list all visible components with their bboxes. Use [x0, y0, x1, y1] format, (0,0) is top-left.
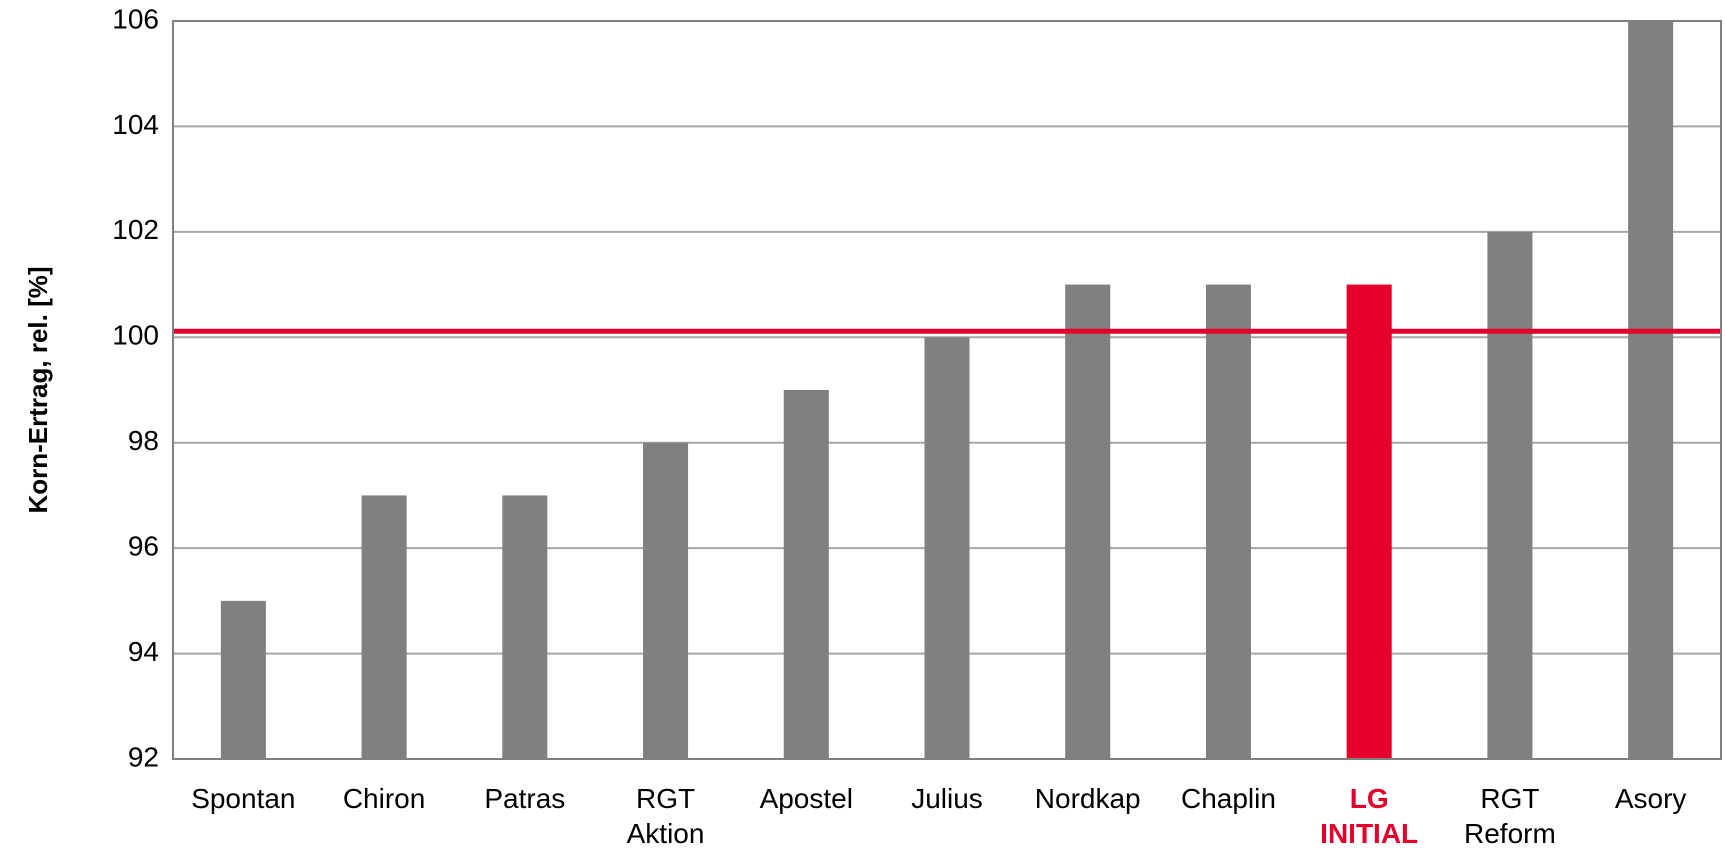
bar [643, 442, 689, 759]
bar [361, 495, 407, 759]
bar [783, 390, 829, 759]
y-tick-label: 96 [128, 531, 159, 562]
y-tick-label: 100 [112, 320, 159, 351]
x-tick-label: Chiron [342, 783, 426, 814]
x-tick-label: Asory [1614, 783, 1687, 814]
x-tick-label: RGT Aktion [626, 783, 705, 849]
bar [1205, 284, 1251, 759]
y-axis-label: Korn-Ertrag, rel. [%] [23, 266, 53, 513]
y-tick-label: 98 [128, 425, 159, 456]
bar [1628, 21, 1674, 759]
bar [1487, 231, 1533, 759]
x-tick-label: RGT Reform [1464, 783, 1556, 849]
x-tick-label: Chaplin [1180, 783, 1276, 814]
x-tick-label: LG INITIAL [1320, 783, 1419, 849]
y-tick-label: 92 [128, 741, 159, 772]
x-tick-label: Apostel [759, 783, 853, 814]
bar [1346, 284, 1392, 759]
x-tick-label: Julius [911, 783, 983, 814]
x-tick-label: Patras [484, 783, 566, 814]
x-tick-label: Spontan [191, 783, 296, 814]
y-tick-label: 94 [128, 636, 159, 667]
bar [220, 600, 266, 759]
bar [502, 495, 548, 759]
plot-border [172, 20, 1722, 760]
y-tick-label: 106 [112, 3, 159, 34]
y-tick-label: 102 [112, 214, 159, 245]
y-tick-label: 104 [112, 109, 159, 140]
x-tick-label: Nordkap [1034, 783, 1141, 814]
bar [924, 337, 970, 759]
bar [1065, 284, 1111, 759]
